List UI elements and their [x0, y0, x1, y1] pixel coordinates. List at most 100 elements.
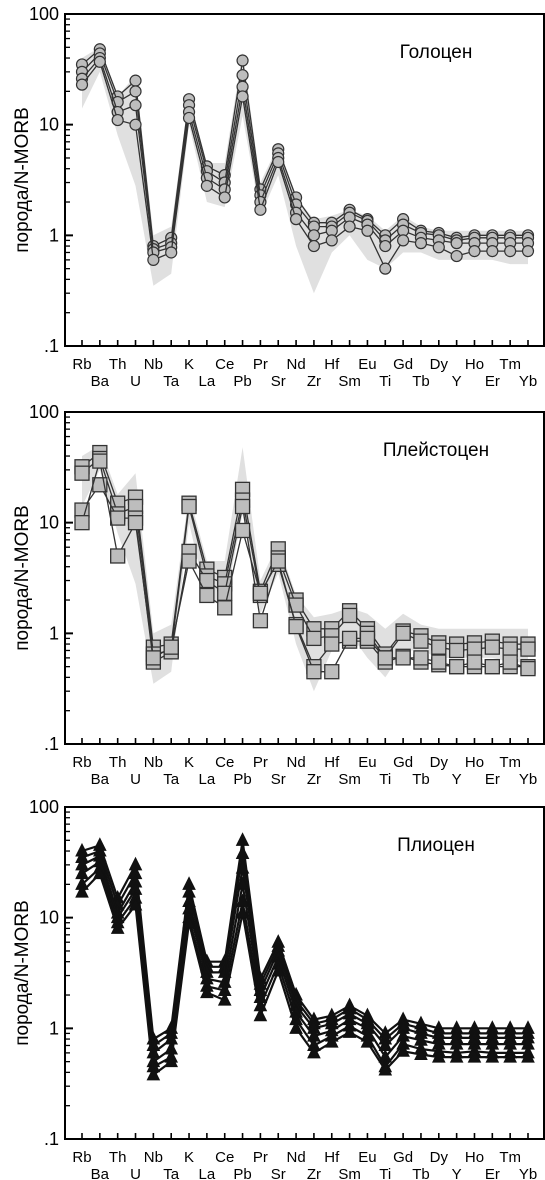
- data-point: [272, 155, 285, 169]
- x-tick-label-rb: Rb: [72, 356, 91, 373]
- x-tick-label-ti: Ti: [379, 771, 391, 788]
- x-tick-label-eu: Eu: [358, 754, 376, 771]
- data-point: [325, 234, 338, 247]
- data-point: [235, 845, 250, 860]
- x-tick-label-yb: Yb: [519, 771, 537, 788]
- x-tick-label-nb: Nb: [144, 356, 163, 373]
- data-point: [218, 191, 231, 204]
- y-axis-label: порода/N-MORB: [12, 107, 33, 253]
- data-point: [521, 245, 535, 258]
- data-point: [306, 664, 322, 680]
- x-tick-label-gd: Gd: [393, 754, 413, 771]
- y-tick-label: 10: [39, 908, 59, 928]
- y-tick-label: 10: [39, 115, 59, 135]
- data-point: [503, 1048, 517, 1063]
- data-point: [235, 876, 250, 890]
- x-tick-label-y: Y: [452, 771, 462, 788]
- data-point: [466, 641, 483, 657]
- data-point: [236, 90, 249, 103]
- data-point: [324, 636, 340, 652]
- x-tick-label-u: U: [130, 1166, 141, 1180]
- data-point: [466, 654, 483, 670]
- data-point: [252, 613, 269, 629]
- chart-panel-2: 100 10 1 .1 порода/N-MORB Плейстоцен RbBaThUNb…: [12, 402, 545, 788]
- x-tick-label-er: Er: [485, 771, 500, 788]
- data-point: [379, 262, 392, 275]
- data-point: [235, 860, 250, 874]
- y-tick-label: 1: [49, 225, 59, 245]
- data-point: [395, 625, 411, 641]
- x-tick-label-k: K: [184, 1149, 194, 1166]
- data-point: [75, 884, 89, 898]
- x-tick-label-hf: Hf: [324, 356, 340, 373]
- data-point: [431, 639, 447, 655]
- data-point: [200, 984, 214, 999]
- x-tick-label-sm: Sm: [338, 373, 361, 390]
- data-point: [75, 78, 89, 91]
- x-tick-label-pb: Pb: [233, 373, 251, 390]
- x-tick-label-sm: Sm: [338, 1166, 361, 1180]
- data-point: [450, 237, 463, 250]
- data-point: [74, 515, 90, 531]
- x-tick-label-pr: Pr: [253, 356, 268, 373]
- data-point: [431, 1048, 446, 1063]
- x-tick-label-yb: Yb: [519, 1166, 537, 1180]
- data-point: [324, 1034, 339, 1048]
- data-point: [93, 865, 107, 880]
- x-tick-label-k: K: [184, 754, 194, 771]
- data-point: [484, 658, 500, 675]
- data-point: [236, 54, 249, 67]
- y-tick-label: 100: [29, 4, 59, 24]
- data-point: [128, 896, 143, 911]
- x-tick-label-er: Er: [485, 1166, 500, 1180]
- x-tick-label-eu: Eu: [358, 356, 376, 373]
- data-point: [288, 597, 304, 613]
- x-tick-label-tb: Tb: [412, 373, 430, 390]
- x-tick-label-yb: Yb: [519, 373, 537, 390]
- data-point: [93, 55, 106, 68]
- x-tick-label-zr: Zr: [307, 1166, 321, 1180]
- y-tick-label: 100: [29, 402, 59, 422]
- x-tick-label-dy: Dy: [430, 356, 449, 373]
- x-tick-label-ti: Ti: [379, 1166, 391, 1180]
- x-tick-label-ce: Ce: [215, 754, 234, 771]
- data-point: [146, 1066, 161, 1081]
- data-point: [378, 1061, 393, 1076]
- data-point: [395, 650, 411, 666]
- x-tick-label-la: La: [199, 771, 216, 788]
- data-point: [360, 1034, 375, 1048]
- y-tick-label: .1: [44, 734, 59, 754]
- data-point: [129, 99, 142, 112]
- data-point: [397, 234, 410, 247]
- data-point: [341, 607, 358, 624]
- data-point: [252, 585, 269, 601]
- data-point: [449, 1048, 464, 1063]
- x-tick-label-pr: Pr: [253, 754, 268, 771]
- data-point: [234, 498, 251, 515]
- x-tick-label-rb: Rb: [72, 754, 91, 771]
- panel-title: Голоцен: [400, 42, 473, 63]
- x-tick-label-pb: Pb: [233, 1166, 251, 1180]
- x-tick-label-tb: Tb: [412, 1166, 430, 1180]
- data-point: [92, 453, 108, 469]
- x-tick-label-sr: Sr: [271, 1166, 286, 1180]
- data-point: [504, 245, 517, 258]
- x-tick-label-y: Y: [452, 373, 462, 390]
- x-tick-label-nd: Nd: [286, 1149, 305, 1166]
- x-tick-label-ce: Ce: [215, 1149, 234, 1166]
- data-point: [271, 962, 286, 977]
- x-tick-label-y: Y: [452, 1166, 462, 1180]
- x-tick-label-rb: Rb: [72, 1149, 91, 1166]
- data-point: [341, 630, 358, 647]
- data-point: [414, 237, 428, 250]
- data-point: [502, 641, 518, 657]
- data-point: [450, 249, 463, 263]
- y-axis-label: порода/N-MORB: [12, 505, 33, 651]
- x-tick-label-nd: Nd: [286, 356, 305, 373]
- data-point: [502, 654, 518, 670]
- x-tick-label-pb: Pb: [233, 771, 251, 788]
- x-tick-label-tm: Tm: [499, 754, 521, 771]
- data-point: [270, 553, 286, 569]
- x-tick-label-tm: Tm: [499, 1149, 521, 1166]
